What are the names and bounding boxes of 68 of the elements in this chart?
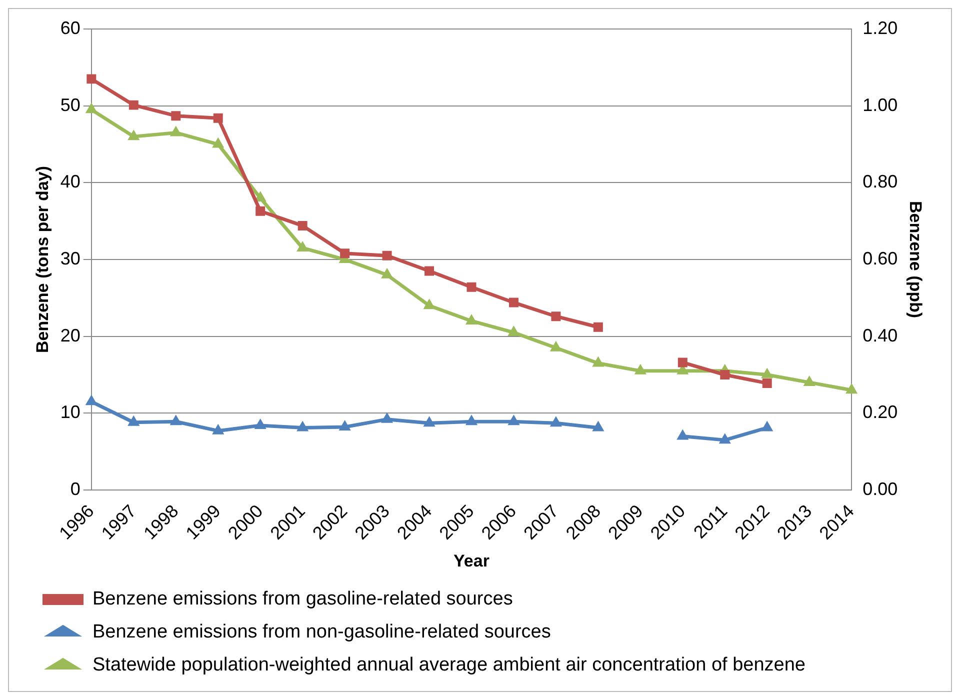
point (212, 424, 224, 434)
point (424, 416, 435, 427)
point (761, 368, 773, 378)
point (593, 322, 603, 332)
y2-tick-label: 1.20 (862, 18, 898, 38)
point (550, 416, 562, 427)
point (424, 299, 435, 310)
x-axis-title: Year (454, 551, 490, 570)
point (762, 378, 772, 388)
point (466, 415, 478, 426)
point (296, 241, 308, 252)
y2-tick-label: 0.80 (862, 172, 898, 192)
y-tick-label: 30 (60, 248, 80, 268)
point (804, 376, 816, 386)
y2-tick-label: 0.60 (862, 248, 898, 268)
point (86, 103, 98, 114)
point (339, 420, 350, 431)
legend-label: Benzene emissions from non-gasoline-related sources (92, 622, 551, 643)
point (128, 100, 138, 110)
point (634, 364, 646, 374)
point (466, 282, 476, 292)
point (846, 384, 858, 394)
point (171, 111, 181, 121)
point (296, 421, 308, 432)
point (170, 415, 182, 426)
legend-label: Statewide population-weighted annual average ambient air concentration of benzene (92, 654, 806, 676)
y2-axis-title: Benzene (ppb) (906, 200, 926, 318)
point (508, 415, 520, 426)
point (592, 421, 604, 432)
y-tick-label: 50 (60, 94, 80, 115)
point (381, 268, 393, 278)
point (508, 326, 520, 336)
point (128, 130, 140, 140)
point (720, 370, 730, 380)
point (761, 421, 773, 432)
point (213, 113, 223, 123)
point (128, 416, 140, 426)
point (719, 434, 731, 444)
point (254, 192, 266, 202)
point (551, 312, 561, 322)
y-tick-label: 60 (60, 18, 80, 38)
y2-tick-label: 1.00 (862, 94, 898, 115)
point (592, 356, 604, 367)
point (382, 250, 392, 260)
point (550, 341, 562, 352)
y2-tick-label: 0.20 (862, 402, 898, 422)
point (254, 418, 266, 429)
point (86, 395, 98, 406)
y-tick-label: 0 (70, 478, 80, 499)
point (340, 248, 350, 258)
point (86, 74, 96, 84)
y-tick-label: 40 (60, 172, 80, 192)
point (678, 358, 688, 368)
point (676, 430, 688, 440)
point (424, 266, 434, 276)
y-tick-label: 10 (60, 402, 80, 422)
y-tick-label: 20 (60, 325, 80, 346)
y-axis-title: Benzene (tons per day) (32, 166, 52, 354)
point (381, 412, 393, 423)
point (170, 126, 182, 136)
point (212, 138, 224, 148)
point (298, 220, 308, 230)
y2-tick-label: 0.40 (862, 325, 898, 346)
y2-tick-label: 0.00 (862, 478, 898, 499)
point (466, 314, 478, 324)
point (256, 206, 266, 216)
legend-label: Benzene emissions from gasoline-related sources (92, 588, 513, 610)
point (508, 298, 518, 308)
